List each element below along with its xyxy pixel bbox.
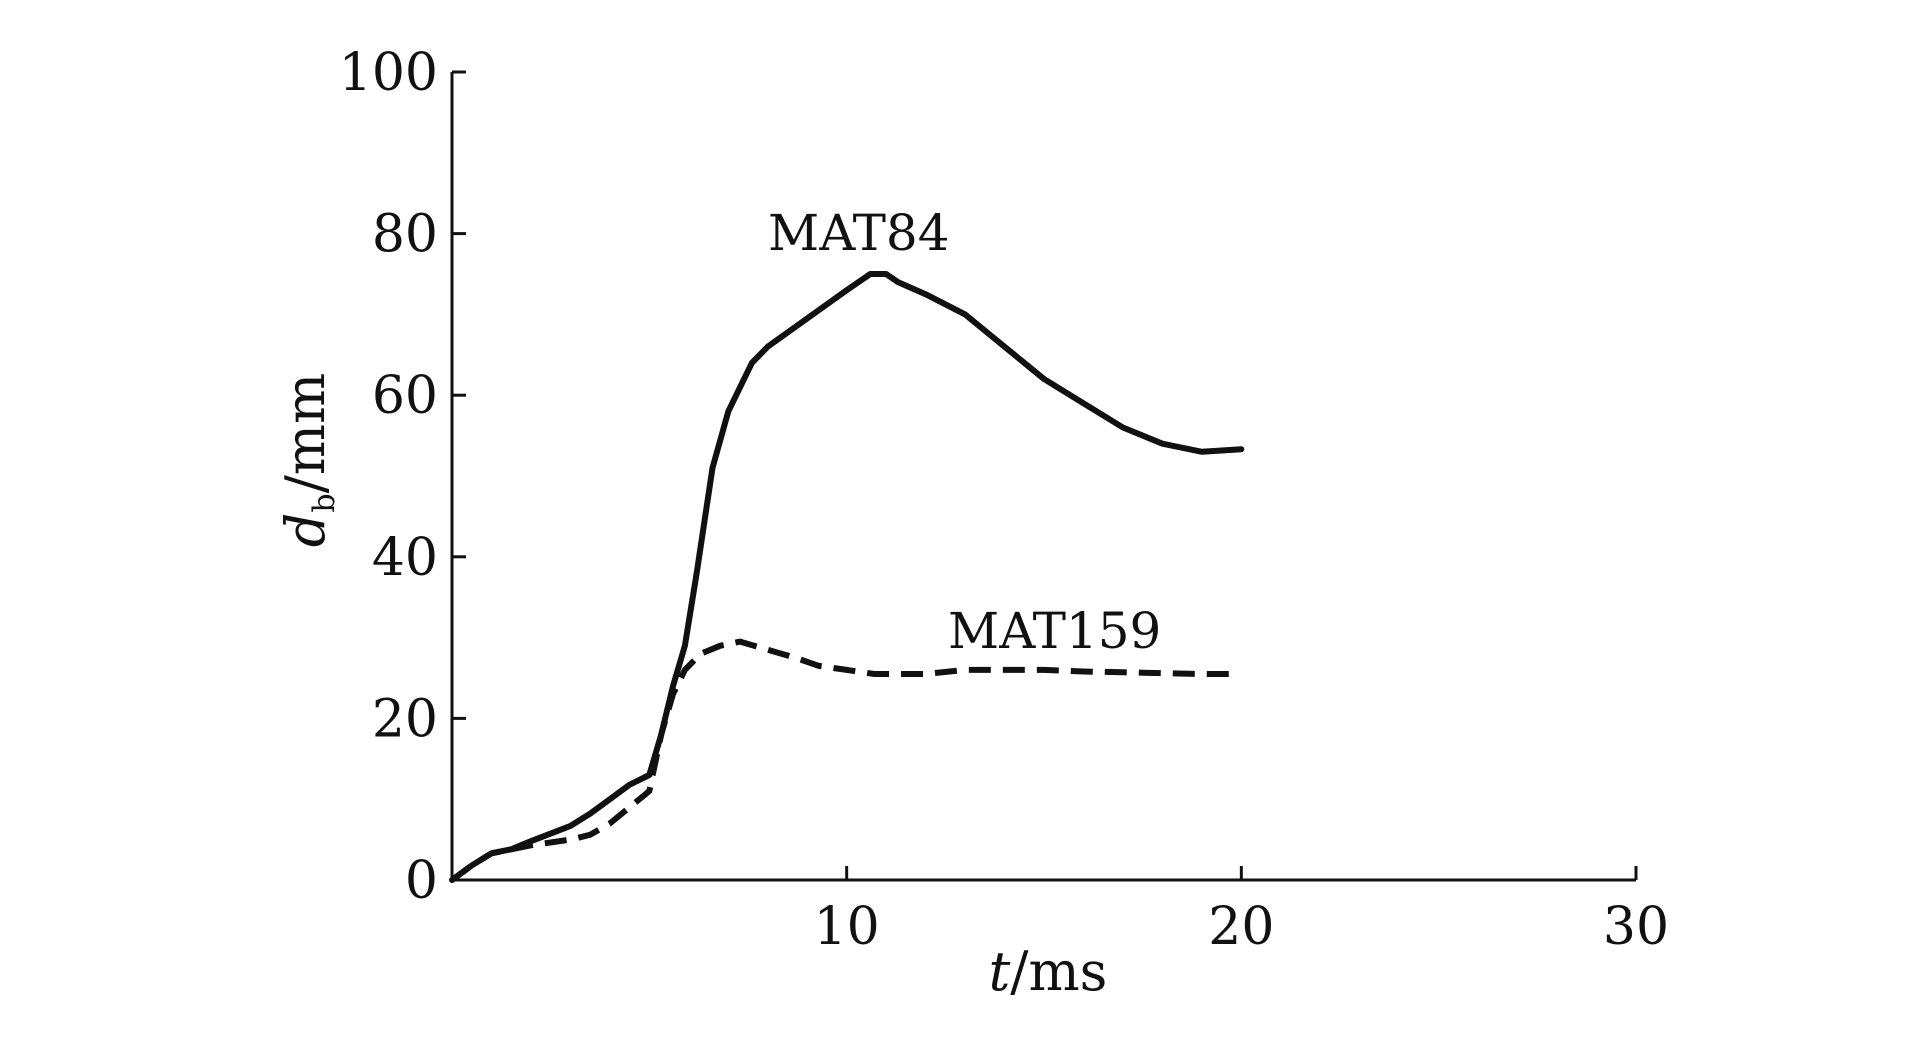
y-tick-label: 20 <box>372 689 438 749</box>
axes <box>450 72 1636 882</box>
x-tick-label: 10 <box>814 897 880 957</box>
series-label-mat84: MAT84 <box>768 204 950 262</box>
series-line-mat159 <box>450 638 1234 883</box>
y-tick-label: 40 <box>372 528 438 588</box>
x-axis-label: t/ms <box>989 940 1108 1003</box>
x-tick-label: 20 <box>1208 897 1274 957</box>
labels: db/mm t/ms MAT84 MAT159 <box>274 204 1161 1003</box>
x-tick-label: 30 <box>1603 897 1669 957</box>
y-tick-label: 80 <box>372 205 438 265</box>
ticks: 10 20 30 0 20 40 60 80 100 <box>339 43 1669 957</box>
series-label-mat159: MAT159 <box>948 602 1161 660</box>
series-line-mat84 <box>449 271 1245 883</box>
series-lines <box>449 271 1245 883</box>
y-tick-label: 0 <box>405 851 438 911</box>
y-axis-label: db/mm <box>274 373 342 547</box>
y-tick-label: 60 <box>372 366 438 426</box>
y-tick-label: 100 <box>339 43 438 103</box>
